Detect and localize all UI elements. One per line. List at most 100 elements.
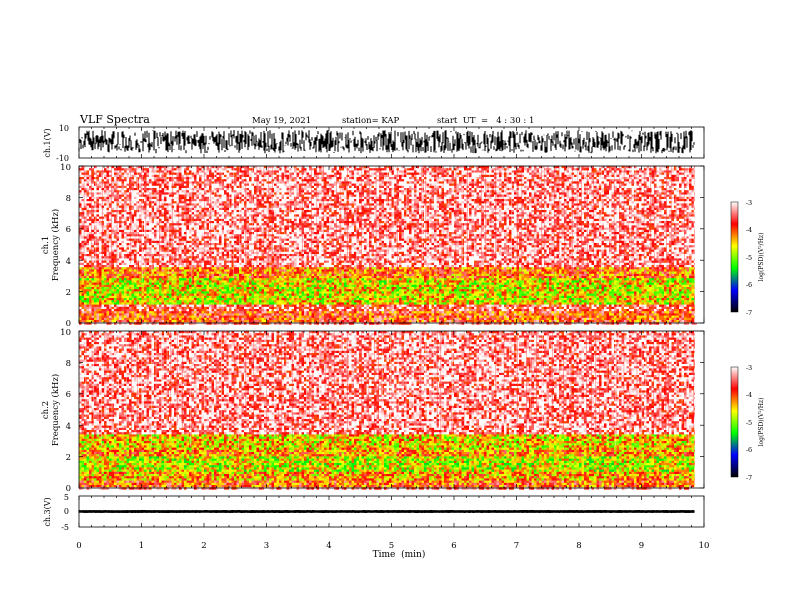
spectrogram-cell — [91, 179, 95, 182]
spectrogram-cell — [369, 190, 372, 193]
spectrogram-cell — [486, 168, 490, 171]
spectrogram-cell — [551, 166, 555, 169]
spectrogram-cell — [276, 172, 280, 176]
spectrogram-cell — [239, 190, 242, 193]
spectrogram-cell — [271, 194, 275, 198]
spectrogram-cell — [404, 190, 407, 193]
spectrogram-cell — [431, 183, 435, 187]
spectrogram-cell — [619, 179, 622, 182]
spectrogram-cell — [681, 168, 685, 171]
spectrogram-cell — [296, 199, 300, 202]
spectrogram-cell — [539, 172, 542, 176]
spectrogram-cell — [651, 168, 655, 171]
spectrogram-cell — [579, 166, 582, 169]
spectrogram-cell — [564, 196, 567, 200]
spectrogram-cell — [111, 177, 115, 180]
spectrogram-cell — [589, 179, 592, 182]
spectrogram-cell — [516, 183, 520, 187]
spectrogram-cell — [144, 203, 147, 206]
spectrogram-cell — [504, 192, 507, 195]
spectrogram-cell — [96, 188, 100, 191]
spectrogram-cell — [556, 172, 560, 176]
spectrogram-cell — [181, 190, 185, 193]
spectrogram-cell — [79, 196, 82, 200]
spectrogram-cell — [511, 172, 515, 176]
spectrogram-cell — [536, 205, 540, 209]
spectrogram-cell — [616, 168, 620, 171]
spectrogram-cell — [681, 174, 685, 178]
spectrogram-cell — [679, 188, 682, 191]
spectrogram-cell — [489, 183, 492, 187]
spectrogram-cell — [511, 196, 515, 200]
spectrogram-cell — [471, 190, 475, 193]
spectrogram-cell — [586, 205, 590, 209]
spectrogram-cell — [496, 181, 500, 184]
spectrogram-cell — [616, 203, 620, 206]
spectrogram-cell — [501, 179, 505, 182]
spectrogram-cell — [301, 174, 305, 178]
spectrogram-cell — [614, 196, 617, 200]
spectrogram-cell — [251, 166, 255, 169]
spectrogram-cell — [389, 194, 392, 198]
spectrogram-cell — [409, 168, 412, 171]
spectrogram-cell — [561, 179, 565, 182]
spectrogram-cell — [591, 188, 595, 191]
spectrogram-cell — [589, 174, 592, 178]
spectrogram-cell — [476, 199, 480, 202]
spectrogram-cell — [134, 179, 137, 182]
spectrogram-cell — [676, 181, 680, 184]
spectrogram-cell — [679, 196, 682, 200]
spectrogram-cell — [476, 194, 480, 198]
spectrogram-cell — [251, 179, 255, 182]
spectrogram-cell — [304, 192, 307, 195]
spectrogram-cell — [131, 190, 135, 193]
spectrogram-cell — [279, 185, 282, 189]
spectrogram-cell — [376, 166, 380, 169]
spectrogram-cell — [309, 172, 312, 176]
spectrogram-cell — [286, 196, 290, 200]
spectrogram-cell — [449, 185, 452, 189]
spectrogram-cell — [91, 205, 95, 209]
spectrogram-cell — [671, 172, 675, 176]
spectrogram-cell — [564, 166, 567, 169]
spectrogram-cell — [586, 185, 590, 189]
spectrogram-cell — [156, 166, 160, 169]
spectrogram-cell — [269, 168, 272, 171]
spectrogram-cell — [229, 168, 232, 171]
spectrogram-cell — [446, 181, 450, 184]
spectrogram-cell — [186, 190, 190, 193]
spectrogram-cell — [364, 170, 367, 173]
spectrogram-cell — [626, 181, 630, 184]
spectrogram-cell — [104, 207, 107, 211]
spectrogram-cell — [309, 183, 312, 187]
spectrogram-cell — [139, 194, 142, 198]
spectrogram-cell — [411, 205, 415, 209]
spectrogram-cell — [181, 177, 185, 180]
spectrogram-cell — [131, 185, 135, 189]
spectrogram-cell — [316, 201, 320, 204]
spectrogram-cell — [634, 203, 637, 206]
spectrogram-cell — [581, 179, 585, 182]
spectrogram-cell — [151, 185, 155, 189]
spectrogram-cell — [384, 190, 387, 193]
spectrogram-cell — [544, 166, 547, 169]
spectrogram-cell — [274, 194, 277, 198]
spectrogram-cell — [499, 177, 502, 180]
spectrogram-cell — [194, 172, 197, 176]
spectrogram-cell — [534, 203, 537, 206]
spectrogram-cell — [361, 192, 365, 195]
spectrogram-cell — [231, 183, 235, 187]
spectrogram-cell — [351, 174, 355, 178]
spectrogram-cell — [79, 179, 82, 182]
spectrogram-cell — [236, 185, 240, 189]
spectrogram-cell — [284, 188, 287, 191]
spectrogram-cell — [676, 172, 680, 176]
spectrogram-cell — [644, 172, 647, 176]
spectrogram-cell — [89, 179, 92, 182]
spectrogram-cell — [459, 177, 462, 180]
spectrogram-cell — [259, 203, 262, 206]
spectrogram-cell — [334, 174, 337, 178]
spectrogram-cell — [521, 168, 525, 171]
spectrogram-cell — [384, 199, 387, 202]
spectrogram-cell — [549, 207, 552, 211]
